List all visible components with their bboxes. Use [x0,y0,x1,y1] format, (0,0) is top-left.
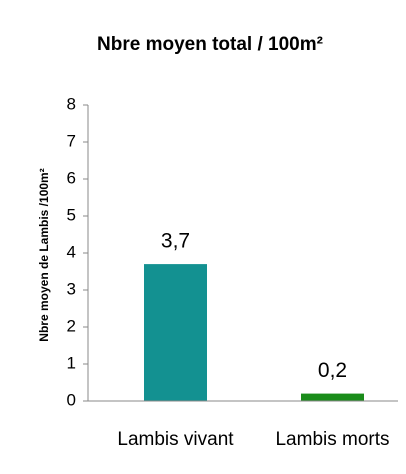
x-tick-label: Lambis morts [275,429,389,450]
y-tick-label: 2 [67,316,76,335]
bar [301,393,364,401]
y-tick-label: 6 [67,168,76,187]
x-tick-label: Lambis vivant [117,429,234,450]
value-label: 0,2 [318,359,347,382]
bar [144,264,207,401]
y-tick-label: 1 [67,353,76,372]
y-axis-label: Nbre moyen de Lambis /100m² [37,168,51,341]
y-tick-label: 8 [67,94,76,113]
y-tick-label: 5 [67,205,76,224]
y-tick-label: 3 [67,279,76,298]
y-tick-label: 7 [67,131,76,150]
y-tick-label: 0 [67,390,76,409]
y-tick-label: 4 [67,242,76,261]
value-label: 3,7 [161,230,190,253]
chart-title: Nbre moyen total / 100m² [97,34,323,55]
